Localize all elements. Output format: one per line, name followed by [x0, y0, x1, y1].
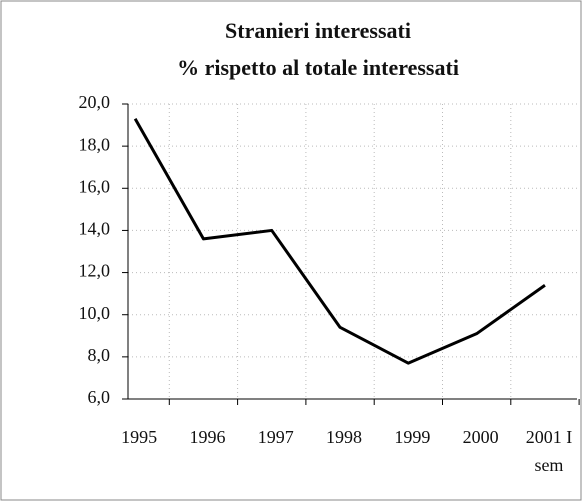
y-tick-label: 18,0 [79, 134, 111, 154]
y-tick-label: 16,0 [79, 176, 111, 196]
x-tick-label: 1997 [257, 427, 294, 447]
chart-subtitle: % rispetto al totale interessati [177, 55, 459, 80]
x-tick-label: 1998 [326, 427, 363, 447]
x-tick-label: 1995 [121, 427, 158, 447]
x-tick-label: 2000 [462, 427, 499, 447]
data-line [133, 118, 546, 365]
y-tick-label: 20,0 [79, 92, 111, 112]
y-tick-label: 6,0 [88, 387, 111, 407]
y-tick-label: 10,0 [79, 303, 111, 323]
y-tick-label: 14,0 [79, 219, 111, 239]
y-tick-label: 12,0 [79, 261, 111, 281]
chart-title: Stranieri interessati [225, 18, 411, 43]
x-tick-label: 1999 [394, 427, 431, 447]
y-tick-label: 8,0 [88, 345, 111, 365]
x-tick-label: 2001 I sem [525, 427, 573, 475]
x-tick-label: 1996 [189, 427, 226, 447]
